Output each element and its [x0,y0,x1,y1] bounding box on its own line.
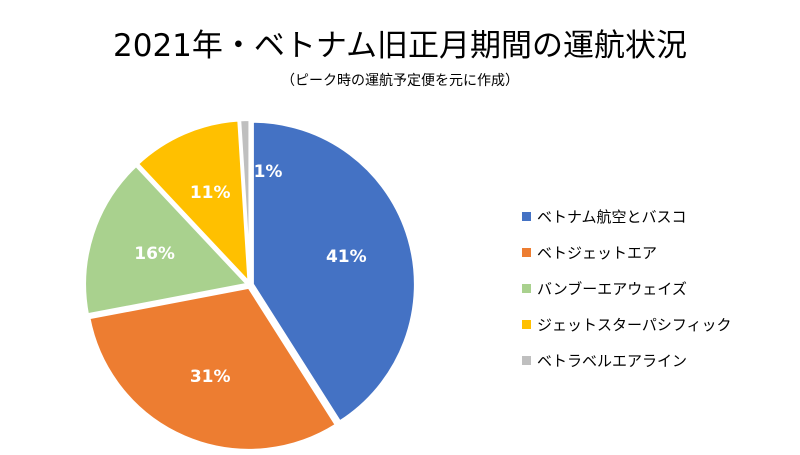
legend-swatch-1 [522,247,531,257]
chart-title: 2021年・ベトナム旧正月期間の運航状況 [113,28,687,64]
legend-label-4: ベトラベルエアライン [537,351,688,370]
pie-slice-2 [83,163,250,317]
data-label-0: 41% [326,247,367,267]
legend-item-1: ベトジェットエア [522,234,732,270]
legend-label-0: ベトナム航空とバスコ [537,207,687,226]
legend-label-2: バンブーエアウェイズ [537,279,687,298]
pie-slice-3 [135,118,251,285]
legend-label-3: ジェットスターパシフィック [537,315,732,334]
legend-swatch-2 [522,283,531,293]
data-label-4: 1% [254,162,283,182]
legend-swatch-0 [522,211,531,221]
pie-slice-0 [250,119,417,424]
legend-item-2: バンブーエアウェイズ [522,270,732,306]
legend-item-3: ジェットスターパシフィック [522,306,732,342]
pie-slice-4 [238,118,252,285]
data-label-1: 31% [190,367,231,387]
data-label-2: 16% [134,244,175,264]
legend-item-4: ベトラベルエアライン [522,342,732,378]
legend-swatch-4 [522,355,531,365]
legend-swatch-3 [522,319,531,329]
data-label-3: 11% [190,183,231,203]
chart-subtitle: （ピーク時の運航予定便を元に作成） [281,73,519,89]
legend: ベトナム航空とバスコ ベトジェットエアバンブーエアウェイズジェットスターパシフィッ… [522,198,732,378]
legend-item-0: ベトナム航空とバスコ [522,198,732,234]
pie-slice-1 [87,285,338,452]
legend-label-1: ベトジェットエア [537,243,658,262]
